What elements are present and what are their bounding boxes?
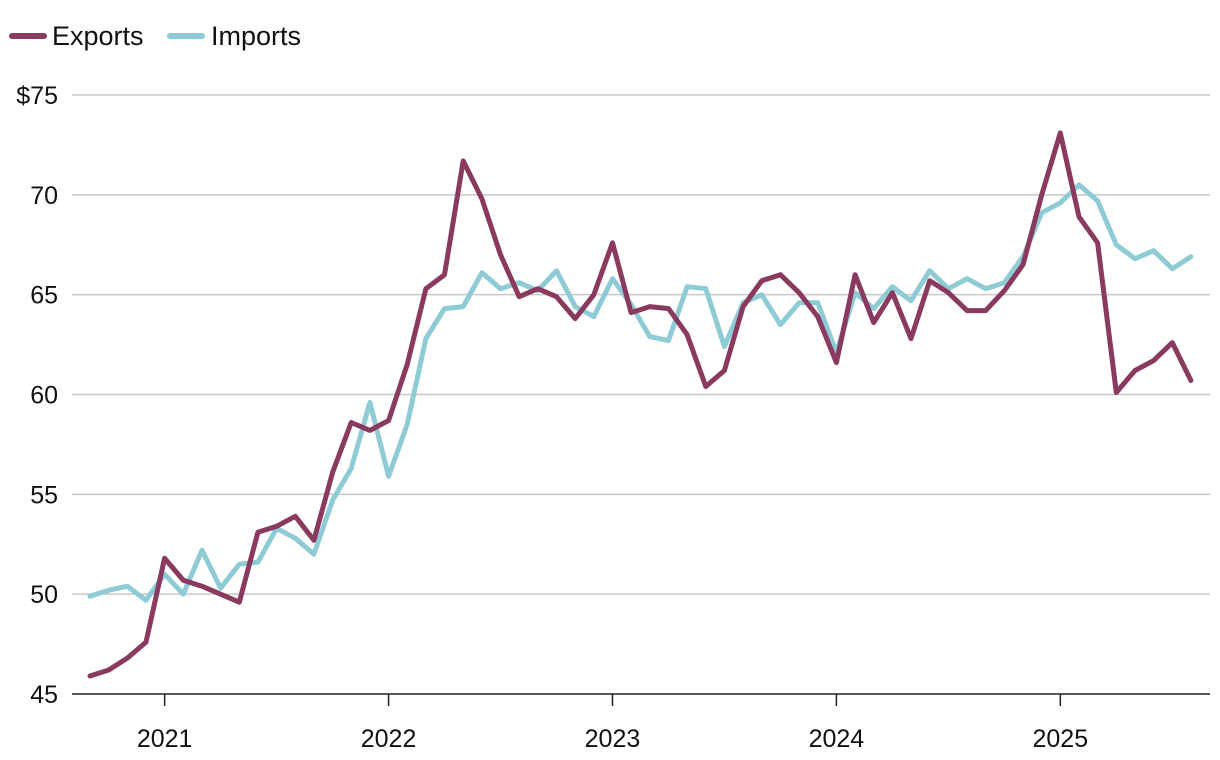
y-tick-label: 60: [30, 382, 58, 410]
series-lines: [87, 130, 1194, 679]
legend-label-imports: Imports: [211, 21, 301, 51]
x-tick-label: 2023: [585, 725, 641, 753]
x-tick-label: 2025: [1033, 725, 1089, 753]
y-tick-label: 55: [30, 481, 58, 509]
x-axis: 2021 2022 2023 2024 2025: [72, 693, 1210, 753]
legend: Exports Imports: [9, 21, 301, 51]
gridlines: [72, 94, 1210, 595]
series-line-exports: [87, 130, 1194, 679]
y-tick-label: 70: [30, 182, 58, 210]
x-tick-label: 2021: [137, 725, 193, 753]
legend-label-exports: Exports: [52, 21, 144, 51]
y-tick-label: 45: [30, 681, 58, 709]
y-tick-label: 65: [30, 282, 58, 310]
series-line-imports: [87, 182, 1194, 603]
y-tick-label: $75: [16, 82, 58, 110]
y-axis: $75 70 65 60 55 50 45: [16, 82, 58, 709]
x-tick-label: 2022: [361, 725, 417, 753]
y-tick-label: 50: [30, 581, 58, 609]
x-tick-label: 2024: [809, 725, 865, 753]
